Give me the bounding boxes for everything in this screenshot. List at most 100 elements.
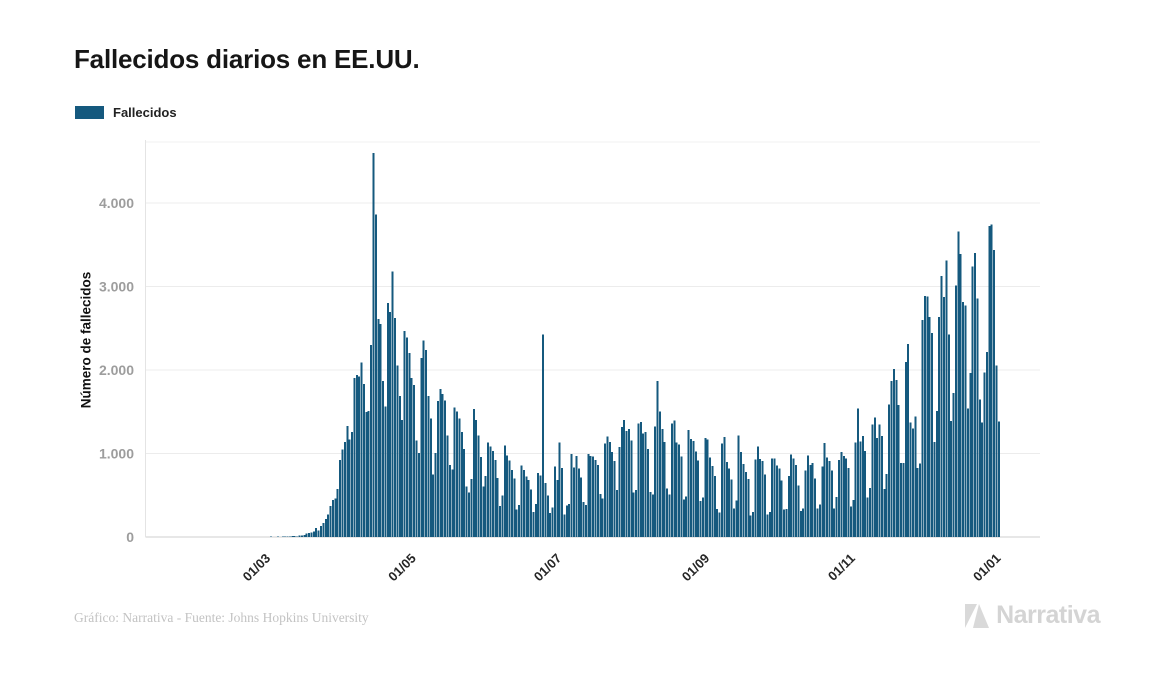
bar	[778, 468, 781, 537]
bar	[883, 488, 886, 537]
bar	[694, 451, 697, 537]
bar	[577, 468, 580, 537]
bar	[558, 442, 561, 537]
bar	[465, 486, 468, 537]
bar	[716, 508, 719, 537]
bar	[837, 459, 840, 537]
bar	[985, 351, 988, 537]
bar	[647, 449, 650, 537]
bar	[997, 421, 1000, 537]
bar	[527, 479, 530, 537]
bar	[463, 448, 466, 537]
bar	[537, 472, 540, 537]
bar	[410, 378, 413, 537]
bar	[317, 530, 320, 537]
bar	[945, 260, 948, 537]
bar	[861, 435, 864, 537]
bar	[864, 450, 867, 537]
bar	[417, 452, 420, 537]
bar	[658, 411, 661, 537]
bar	[408, 353, 411, 537]
bar	[389, 312, 392, 537]
bar	[420, 357, 423, 537]
bar	[300, 535, 303, 537]
bar	[981, 422, 984, 537]
bar	[510, 470, 513, 537]
bar	[506, 455, 509, 537]
bar	[573, 467, 576, 537]
bar	[436, 400, 439, 537]
bar	[785, 509, 788, 537]
bar	[475, 420, 478, 537]
bar	[732, 508, 735, 537]
bar	[331, 499, 334, 537]
bar	[620, 426, 623, 537]
bar	[752, 512, 755, 537]
bar	[398, 396, 401, 537]
bar	[857, 408, 860, 537]
legend: Fallecidos	[75, 105, 177, 120]
bar	[680, 456, 683, 537]
bar	[821, 466, 824, 537]
bar	[508, 460, 511, 537]
bar	[869, 487, 871, 537]
bar	[427, 396, 430, 537]
bar	[768, 512, 771, 537]
bar	[520, 465, 523, 537]
bar	[773, 458, 776, 537]
bar	[546, 495, 549, 537]
bar	[374, 214, 377, 537]
bar	[565, 505, 568, 537]
x-tick-label: 01/03	[240, 551, 274, 585]
bar	[725, 461, 728, 537]
bar	[840, 452, 843, 537]
bar	[775, 465, 778, 537]
y-tick-label: 0	[126, 529, 134, 545]
bar	[911, 428, 914, 537]
bar	[396, 365, 399, 537]
bar	[740, 452, 743, 537]
bar	[393, 318, 396, 537]
bar	[809, 465, 812, 537]
bar	[441, 393, 444, 537]
bar	[790, 454, 793, 537]
x-tick-label: 01/07	[531, 551, 565, 585]
bar	[596, 465, 599, 537]
bar	[322, 522, 325, 537]
bar	[830, 470, 833, 537]
bar	[792, 458, 795, 537]
bar	[718, 512, 721, 537]
bar	[439, 388, 442, 537]
bar	[763, 474, 766, 537]
bar	[897, 405, 900, 537]
bar	[522, 470, 525, 537]
bar	[460, 431, 463, 537]
bar	[966, 408, 969, 537]
bar	[336, 489, 339, 537]
bar	[365, 411, 368, 537]
bar	[656, 381, 659, 537]
bar	[582, 501, 585, 537]
bar	[298, 535, 301, 537]
bar	[931, 332, 934, 537]
bar	[661, 429, 664, 537]
bar	[749, 515, 752, 537]
bar	[296, 536, 299, 537]
bar	[422, 340, 425, 537]
bar	[615, 490, 618, 537]
bar	[923, 296, 926, 537]
bar	[556, 479, 559, 537]
bar	[709, 457, 712, 537]
bar	[787, 476, 790, 537]
bar	[697, 460, 700, 537]
bar	[780, 480, 783, 537]
bar	[549, 512, 552, 537]
bar	[604, 443, 607, 537]
bar	[957, 231, 960, 537]
bar	[618, 446, 621, 537]
bar	[721, 443, 724, 537]
bar	[902, 462, 905, 537]
bar	[890, 380, 893, 537]
